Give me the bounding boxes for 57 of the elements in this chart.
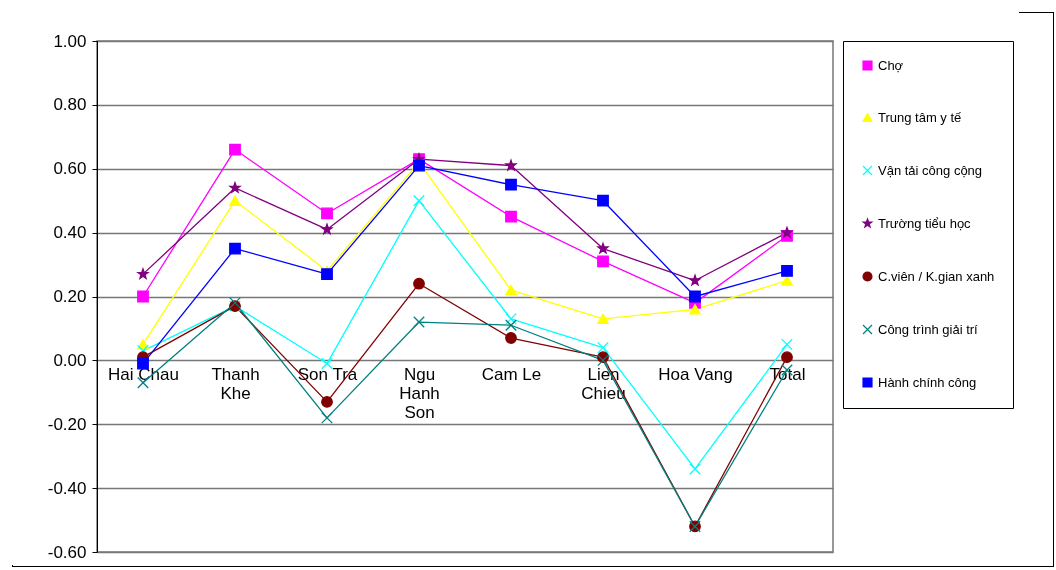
- point: [229, 242, 241, 255]
- point: [597, 242, 609, 254]
- point: [229, 296, 241, 309]
- x-tick-label: Hoa Vang: [658, 364, 733, 384]
- y-tick-label: 0.40: [53, 223, 87, 243]
- point: [597, 313, 609, 325]
- point: [321, 223, 333, 235]
- point: [321, 396, 333, 408]
- x-tick-label: Thanh Khe: [211, 364, 260, 403]
- point: [505, 284, 517, 296]
- point: [505, 210, 517, 223]
- point: [505, 332, 517, 344]
- point: [229, 143, 241, 156]
- point: [321, 411, 333, 424]
- legend-label: Chợ: [878, 57, 904, 73]
- legend-label: Hành chính công: [878, 374, 977, 390]
- point: [321, 268, 333, 281]
- point: [413, 316, 425, 328]
- point: [781, 351, 793, 364]
- y-tick-label: 0.60: [53, 159, 87, 179]
- point: [413, 194, 425, 207]
- point: [597, 341, 609, 354]
- point: [689, 463, 701, 475]
- y-tick-label: 1.00: [53, 31, 87, 51]
- point: [137, 268, 149, 280]
- point: [597, 194, 609, 207]
- x-tick-label: Ngu Hanh Son: [399, 364, 440, 422]
- point: [597, 255, 609, 268]
- y-tick-label: 0.20: [53, 287, 87, 306]
- point: [229, 182, 241, 193]
- point: [505, 159, 517, 171]
- point: [781, 226, 793, 238]
- legend-label: Trung tâm y tế: [878, 109, 963, 125]
- point: [137, 290, 149, 303]
- point: [781, 338, 793, 351]
- legend-label: Công trình giải trí: [878, 321, 979, 337]
- point: [689, 290, 701, 303]
- y-tick-label: -0.40: [47, 478, 87, 498]
- point: [505, 319, 517, 332]
- point: [781, 265, 793, 277]
- point: [413, 159, 425, 172]
- point: [321, 207, 333, 220]
- point: [781, 275, 793, 286]
- point: [689, 274, 701, 286]
- point: [689, 304, 701, 315]
- y-tick-label: 0.80: [53, 95, 87, 115]
- legend-label: Trường tiểu học: [878, 215, 972, 231]
- x-tick-label: Cam Le: [481, 364, 542, 384]
- legend-label: Vận tải công cộng: [878, 162, 983, 178]
- legend-label: C.viên / K.gian xanh: [878, 268, 995, 284]
- point: [321, 357, 333, 370]
- y-tick-label: -0.20: [47, 414, 87, 434]
- point: [413, 277, 425, 290]
- point: [505, 178, 517, 191]
- y-tick-label: 0.00: [53, 350, 87, 370]
- point: [229, 195, 241, 206]
- y-tick-label: -0.60: [47, 542, 87, 562]
